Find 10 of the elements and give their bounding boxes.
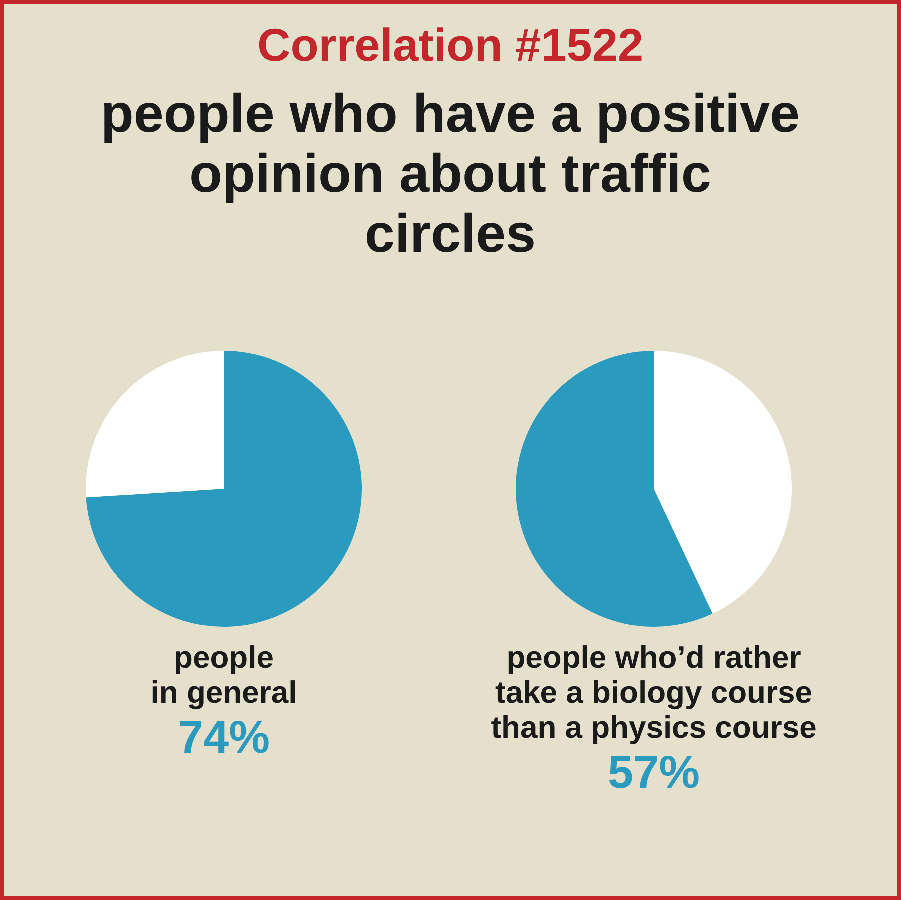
text: people who’d rather take a biology course than a physics course — [490, 640, 818, 745]
data-label: 74% — [176, 710, 272, 764]
pie-slice — [654, 351, 792, 614]
chart-subtitle: people who have a positive opinion about traffic circles — [100, 84, 800, 264]
chart-title: Correlation #1522 — [256, 18, 645, 72]
pie-slice — [86, 351, 362, 627]
pie-slice — [86, 351, 224, 498]
pie-slice — [516, 351, 713, 627]
data-label: 57% — [606, 745, 702, 799]
text: people in general — [150, 640, 298, 710]
